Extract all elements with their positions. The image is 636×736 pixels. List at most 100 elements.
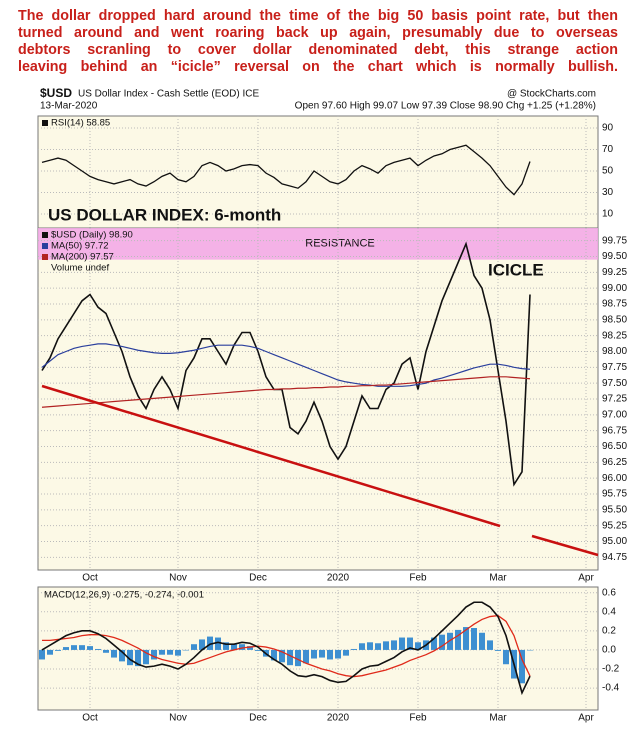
y-tick-label: -0.2 bbox=[602, 664, 620, 675]
histogram-bar bbox=[319, 649, 325, 658]
histogram-bar bbox=[391, 640, 397, 650]
histogram-bar bbox=[63, 647, 69, 650]
histogram-bar bbox=[215, 637, 221, 650]
histogram-bar bbox=[351, 648, 357, 650]
y-tick-label: 98.00 bbox=[602, 346, 627, 357]
legend-label: $USD (Daily) 98.90 bbox=[51, 230, 133, 241]
series-line bbox=[41, 343, 531, 387]
histogram-bar bbox=[95, 648, 101, 650]
histogram-bar bbox=[135, 649, 141, 667]
histogram-bar bbox=[479, 632, 485, 650]
commentary-line: turned around and went roaring back up a… bbox=[18, 25, 618, 41]
y-tick-label: 50 bbox=[602, 166, 614, 177]
band-label: RESISTANCE bbox=[305, 238, 374, 250]
y-tick-label: 99.50 bbox=[602, 251, 627, 262]
histogram-bar bbox=[415, 642, 421, 650]
panel bbox=[37, 115, 599, 229]
x-tick-label: Apr bbox=[578, 573, 594, 584]
histogram-bar bbox=[311, 649, 317, 659]
commentary: The dollar dropped hard around the time … bbox=[18, 8, 618, 76]
commentary-line: leaving behind an “icicle” reversal on t… bbox=[18, 59, 618, 75]
legend-label: MA(200) 97.57 bbox=[51, 252, 114, 263]
y-tick-label: 98.50 bbox=[602, 314, 627, 325]
histogram-bar bbox=[303, 649, 309, 664]
histogram-bar bbox=[127, 649, 133, 666]
date: 13-Mar-2020 bbox=[40, 101, 98, 112]
y-tick-label: 0.6 bbox=[602, 587, 616, 598]
commentary-line: debtors scranling to cover dollar denomi… bbox=[18, 42, 618, 58]
y-tick-label: 97.00 bbox=[602, 409, 627, 420]
series-line bbox=[41, 241, 531, 487]
trendline bbox=[41, 384, 501, 528]
y-tick-label: 70 bbox=[602, 144, 614, 155]
y-tick-label: 97.75 bbox=[602, 362, 627, 373]
trendline bbox=[531, 534, 599, 557]
legend-label: RSI(14) 58.85 bbox=[51, 118, 110, 129]
y-tick-label: 96.50 bbox=[602, 441, 627, 452]
series-line bbox=[42, 614, 531, 678]
y-tick-label: 96.75 bbox=[602, 425, 627, 436]
y-tick-label: 96.00 bbox=[602, 473, 627, 484]
x-tick-label: Nov bbox=[169, 573, 187, 584]
histogram-bar bbox=[407, 637, 413, 650]
histogram-bar bbox=[343, 649, 349, 656]
commentary-line: The dollar dropped hard around the time … bbox=[18, 8, 618, 24]
histogram-bar bbox=[447, 632, 453, 650]
histogram-bar bbox=[143, 649, 149, 665]
y-tick-label: 95.50 bbox=[602, 504, 627, 515]
annotation: ICICLE bbox=[488, 260, 544, 279]
histogram-bar bbox=[367, 642, 373, 650]
histogram-bar bbox=[175, 649, 181, 656]
y-tick-label: 10 bbox=[602, 209, 614, 220]
histogram-bar bbox=[47, 649, 53, 655]
y-tick-label: 95.25 bbox=[602, 520, 627, 531]
series-line bbox=[41, 144, 531, 196]
histogram-bar bbox=[471, 628, 477, 650]
y-tick-label: 97.50 bbox=[602, 378, 627, 389]
chart-title: US DOLLAR INDEX: 6-month bbox=[48, 205, 281, 224]
y-tick-label: 90 bbox=[602, 123, 614, 134]
histogram-bar bbox=[279, 649, 285, 663]
panel bbox=[37, 586, 599, 711]
legend-label: MA(50) 97.72 bbox=[51, 241, 109, 252]
histogram-bar bbox=[495, 649, 501, 651]
x-tick-label: Nov bbox=[169, 713, 187, 724]
histogram-bar bbox=[119, 649, 125, 662]
histogram-bar bbox=[55, 649, 61, 651]
source: @ StockCharts.com bbox=[507, 89, 596, 100]
x-tick-label: Dec bbox=[249, 573, 267, 584]
y-tick-label: 97.25 bbox=[602, 394, 627, 405]
histogram-bar bbox=[383, 641, 389, 650]
y-tick-label: 95.75 bbox=[602, 489, 627, 500]
y-tick-label: 95.00 bbox=[602, 536, 627, 547]
y-tick-label: -0.4 bbox=[602, 683, 620, 694]
legend-swatch bbox=[42, 232, 48, 238]
histogram-bar bbox=[191, 644, 197, 650]
x-tick-label: Dec bbox=[249, 713, 267, 724]
legend-swatch bbox=[42, 120, 48, 126]
y-tick-label: 30 bbox=[602, 187, 614, 198]
histogram-bar bbox=[167, 649, 173, 655]
instrument-name: US Dollar Index - Cash Settle (EOD) ICE bbox=[78, 89, 259, 100]
histogram-bar bbox=[527, 649, 533, 651]
y-tick-label: 96.25 bbox=[602, 457, 627, 468]
y-tick-label: 94.75 bbox=[602, 552, 627, 563]
histogram-bar bbox=[103, 649, 109, 653]
legend-swatch bbox=[42, 243, 48, 249]
histogram-bar bbox=[487, 640, 493, 650]
histogram-bar bbox=[247, 646, 253, 650]
x-tick-label: Mar bbox=[489, 713, 507, 724]
x-tick-label: Mar bbox=[489, 573, 507, 584]
y-tick-label: 99.75 bbox=[602, 235, 627, 246]
x-tick-label: Feb bbox=[409, 713, 427, 724]
histogram-bar bbox=[519, 649, 525, 684]
histogram-bar bbox=[335, 649, 341, 659]
histogram-bar bbox=[359, 643, 365, 650]
x-tick-label: Oct bbox=[82, 713, 98, 724]
histogram-bar bbox=[199, 639, 205, 650]
x-tick-label: Oct bbox=[82, 573, 98, 584]
y-tick-label: 0.4 bbox=[602, 606, 616, 617]
histogram-bar bbox=[39, 649, 45, 660]
